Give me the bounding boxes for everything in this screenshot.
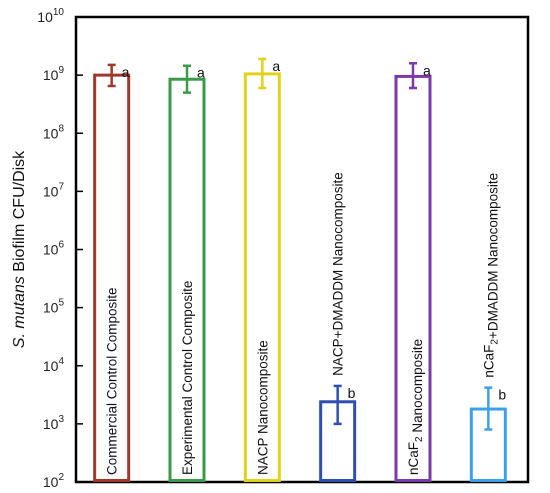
y-tick-label: 104	[43, 356, 65, 374]
significance-label: b	[348, 385, 356, 401]
y-axis-label: S. mutans Biofilm CFU/Disk	[11, 150, 28, 348]
bar-label: NACP Nanocomposite	[255, 340, 270, 475]
bar-label: Commercial Control Composite	[105, 287, 120, 475]
bar-group: a Experimental Control Composite	[168, 64, 206, 482]
significance-label: a	[272, 58, 280, 74]
bar-group: a Commercial Control Composite	[93, 63, 131, 482]
y-tick-label: 103	[43, 414, 65, 432]
y-tick-label: 109	[43, 65, 65, 83]
bar-group: b nCaF2+DMADDM Nanocomposite	[469, 173, 507, 483]
y-tick-label: 1010	[37, 7, 64, 25]
significance-label: a	[423, 62, 431, 78]
bar-label: Experimental Control Composite	[180, 281, 195, 475]
significance-label: a	[197, 65, 205, 81]
bar-label: NACP+DMADDM Nanocomposite	[331, 172, 346, 376]
bar-group: a NACP Nanocomposite	[243, 57, 281, 482]
y-tick-label: 102	[43, 472, 65, 490]
bar-group: a nCaF2 Nanocomposite	[394, 62, 432, 482]
y-tick-label: 108	[43, 123, 65, 141]
plot-frame	[74, 15, 530, 484]
bar-label: nCaF2+DMADDM Nanocomposite	[481, 173, 500, 378]
significance-label: a	[122, 64, 130, 80]
y-tick-label: 107	[43, 181, 65, 199]
bar-label: nCaF2 Nanocomposite	[406, 339, 425, 475]
y-tick-label: 106	[43, 240, 65, 258]
significance-label: b	[498, 387, 506, 403]
y-tick-label: 105	[43, 298, 65, 316]
